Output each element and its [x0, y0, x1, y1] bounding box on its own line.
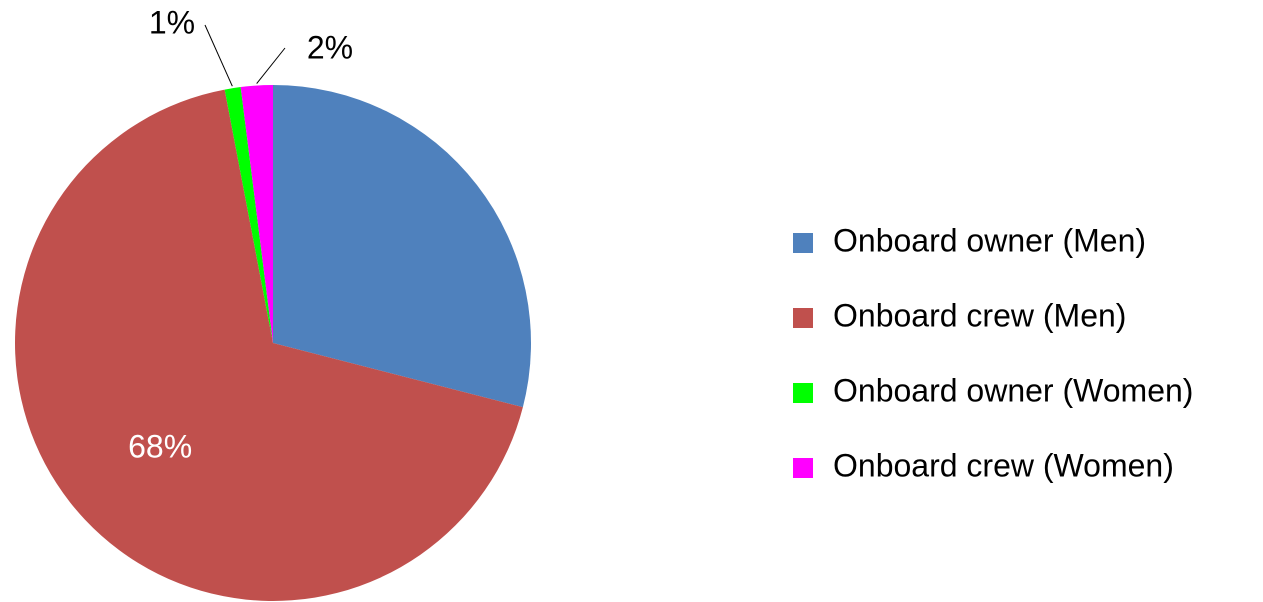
data-label: 68%	[128, 428, 192, 464]
leader-line	[204, 24, 233, 87]
legend-swatch	[793, 383, 813, 403]
legend-swatch	[793, 458, 813, 478]
pie-slice	[240, 85, 273, 343]
legend-swatch	[793, 233, 813, 253]
legend-label: Onboard owner (Men)	[833, 222, 1146, 258]
pie-slice	[224, 87, 273, 343]
legend-label: Onboard crew (Women)	[833, 447, 1174, 483]
pie-slice	[15, 89, 523, 602]
data-label: 2%	[307, 29, 353, 65]
legend-swatch	[793, 308, 813, 328]
legend-label: Onboard crew (Men)	[833, 297, 1126, 333]
pie-slice	[273, 85, 531, 408]
data-label: 1%	[149, 4, 195, 40]
leader-line	[256, 47, 286, 84]
legend-label: Onboard owner (Women)	[833, 372, 1193, 408]
